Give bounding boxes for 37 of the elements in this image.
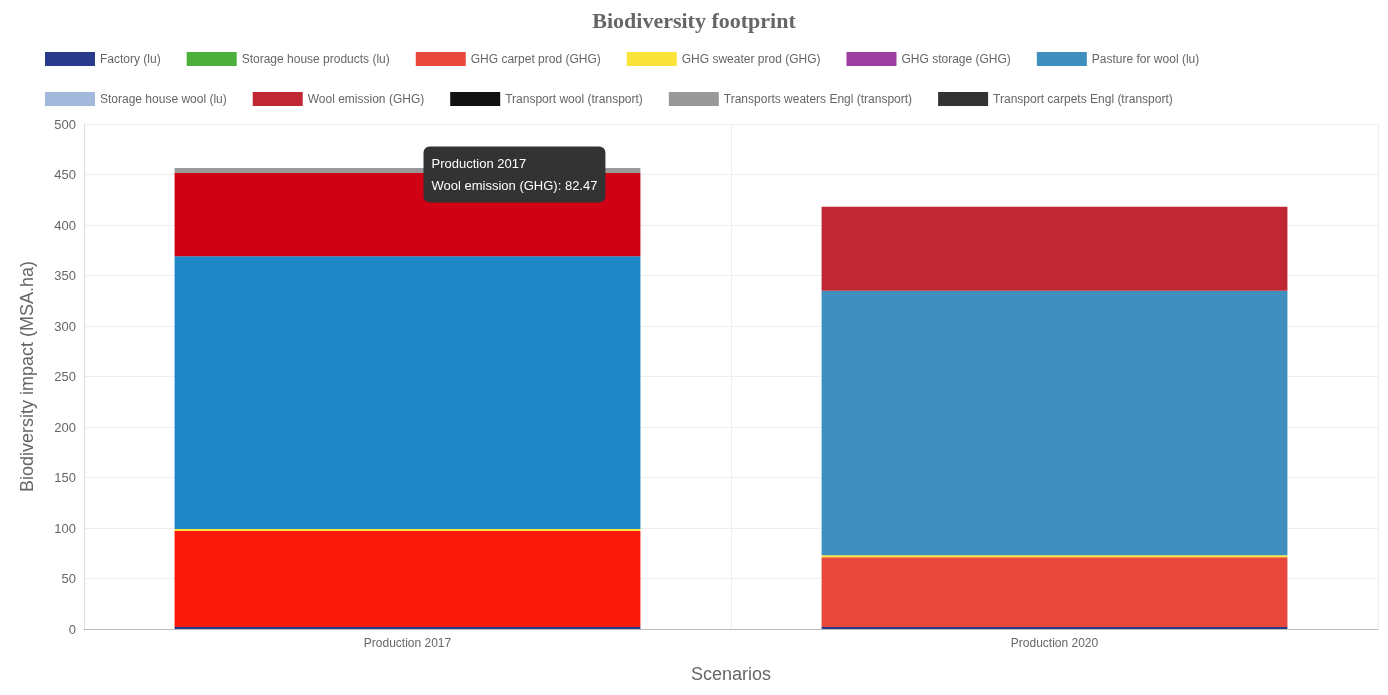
bar — [821, 626, 1288, 629]
legend-label: Transports weaters Engl (transport) — [723, 92, 913, 106]
legend-label: GHG storage (GHG) — [901, 52, 1011, 66]
y-tick-label: 350 — [54, 268, 76, 283]
bar — [821, 290, 1288, 556]
legend-label: Transport carpets Engl (transport) — [993, 92, 1173, 106]
annotation: Production 2017 Wool emission (GHG): 82.47 — [431, 155, 598, 193]
legend-label: GHG carpet prod (GHG) — [470, 52, 601, 66]
y-tick-label: 250 — [54, 369, 76, 384]
y-tick-label: 150 — [54, 470, 76, 485]
bar — [174, 626, 641, 629]
y-tick-label: 50 — [61, 571, 76, 586]
x-axis-title: Scenarios — [690, 664, 772, 684]
legend-label: GHG sweater prod (GHG) — [681, 52, 821, 66]
x-tick-label: Production 2017 — [363, 636, 452, 650]
legend-label: Storage house wool (lu) — [100, 92, 227, 106]
legend-label: Pasture for wool (lu) — [1091, 52, 1200, 66]
y-tick-label: 500 — [54, 116, 76, 132]
bar — [174, 256, 641, 530]
chart-title: Biodiversity footprint — [592, 7, 797, 33]
legend-label: Factory (lu) — [100, 52, 161, 66]
legend-label: Wool emission (GHG) — [307, 92, 425, 106]
bar — [821, 555, 1288, 558]
y-axis-title: Biodiversity impact (MSA.ha) — [17, 260, 37, 493]
y-tick-label: 400 — [54, 217, 76, 233]
bar — [174, 531, 641, 627]
y-tick-label: 100 — [54, 520, 76, 536]
bar — [174, 529, 641, 532]
y-tick-label: 450 — [54, 167, 76, 182]
y-tick-label: 200 — [54, 419, 76, 435]
y-tick-label: 300 — [54, 318, 76, 334]
legend-label: Transport wool (transport) — [505, 92, 643, 106]
x-tick-label: Production 2020 — [1010, 636, 1099, 650]
bar — [821, 557, 1288, 627]
y-tick-label: 0 — [68, 621, 76, 637]
bar — [821, 206, 1288, 291]
legend-label: Storage house products (lu) — [241, 52, 390, 66]
